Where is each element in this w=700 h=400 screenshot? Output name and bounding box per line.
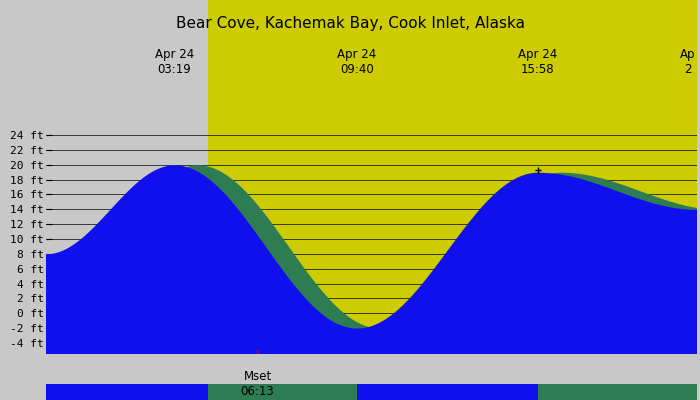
Bar: [209, 124, 696, 354]
Text: Ap
2: Ap 2: [680, 48, 696, 76]
Text: Apr 24
15:58: Apr 24 15:58: [518, 48, 557, 76]
Text: Bear Cove, Kachemak Bay, Cook Inlet, Alaska: Bear Cove, Kachemak Bay, Cook Inlet, Ala…: [176, 16, 524, 31]
Text: Apr 24
09:40: Apr 24 09:40: [337, 48, 377, 76]
Text: Mset
06:13: Mset 06:13: [241, 370, 274, 398]
Text: Apr 24
03:19: Apr 24 03:19: [155, 48, 194, 76]
